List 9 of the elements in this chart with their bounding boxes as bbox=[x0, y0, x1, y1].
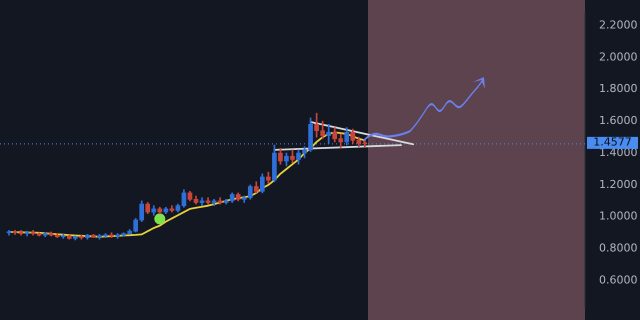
y-tick-label: 1.2000 bbox=[599, 178, 638, 191]
y-tick-label: 1.8000 bbox=[599, 82, 638, 96]
y-tick-label: 0.6000 bbox=[599, 273, 638, 286]
y-tick-label: 2.2000 bbox=[599, 18, 638, 32]
y-tick-label: 1.6000 bbox=[599, 114, 638, 128]
y-tick-label: 1.0000 bbox=[599, 210, 638, 223]
ref-line-label: 1.4577 bbox=[593, 136, 632, 149]
y-tick-label: 2.0000 bbox=[599, 50, 638, 64]
y-tick-label: 0.8000 bbox=[599, 242, 638, 255]
